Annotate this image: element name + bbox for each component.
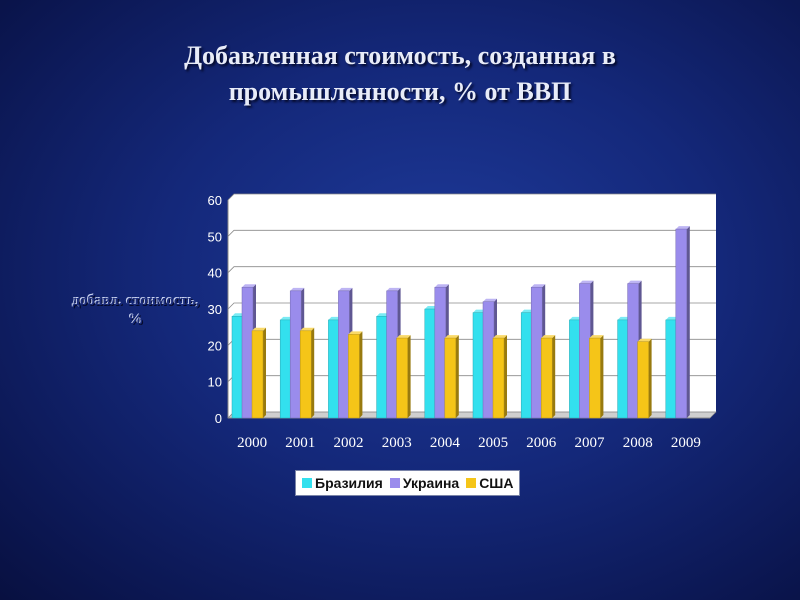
x-tick-label-2000: 2000 xyxy=(237,435,267,451)
x-tick-label-2006: 2006 xyxy=(526,435,557,451)
legend-item-usa: США xyxy=(466,475,513,491)
x-tick-label-2007: 2007 xyxy=(575,435,606,451)
x-tick-label-2009: 2009 xyxy=(671,435,701,451)
bar-top-ukraine-2006 xyxy=(531,284,546,288)
y-tick-label: 30 xyxy=(208,302,222,317)
bar-brazil-2008 xyxy=(617,319,629,419)
x-tick-label-2005: 2005 xyxy=(478,435,508,451)
bar-side-usa-2004 xyxy=(455,335,459,418)
bar-top-usa-2006 xyxy=(541,335,556,339)
bar-top-ukraine-2009 xyxy=(675,226,690,230)
x-tick-label-2004: 2004 xyxy=(430,435,461,451)
legend-swatch-ukraine xyxy=(389,478,400,488)
y-tick-label: 20 xyxy=(208,338,222,353)
bar-ukraine-2004 xyxy=(434,286,447,419)
bar-ukraine-2007 xyxy=(579,283,591,419)
y-axis-label: добавл. стоимость, % xyxy=(72,293,200,328)
y-tick-label: 50 xyxy=(208,229,222,244)
bar-brazil-2000 xyxy=(231,316,244,419)
gridline xyxy=(227,302,716,310)
legend-item-brazil: Бразилия xyxy=(302,475,383,491)
y-tick-label: 40 xyxy=(208,266,222,281)
bar-ukraine-2008 xyxy=(627,283,639,419)
legend-label-ukraine: Украина xyxy=(402,475,460,491)
bar-usa-2002 xyxy=(348,334,360,419)
bar-brazil-2001 xyxy=(279,319,292,419)
bar-ukraine-2001 xyxy=(289,290,302,419)
bar-side-usa-2001 xyxy=(311,327,315,418)
bar-brazil-2004 xyxy=(424,308,437,419)
bar-side-usa-2002 xyxy=(359,331,363,418)
x-tick-label-2003: 2003 xyxy=(382,435,412,451)
slide-title: Добавленная стоимость, созданная в промы… xyxy=(184,41,616,106)
bar-top-usa-2000 xyxy=(252,327,266,331)
bar-top-ukraine-2008 xyxy=(627,280,642,284)
y-tick-label: 10 xyxy=(208,375,222,390)
bar-top-usa-2001 xyxy=(300,327,315,331)
bar-top-ukraine-2000 xyxy=(242,284,256,288)
bar-top-ukraine-2007 xyxy=(579,280,594,284)
bar-top-usa-2007 xyxy=(589,335,604,339)
bar-brazil-2005 xyxy=(472,312,485,419)
bar-top-ukraine-2001 xyxy=(290,287,305,291)
gridline xyxy=(227,266,716,273)
bar-side-usa-2003 xyxy=(407,335,411,418)
legend-swatch-usa xyxy=(466,478,477,488)
bar-usa-2008 xyxy=(637,341,649,419)
x-tick-label-2002: 2002 xyxy=(334,435,364,451)
legend-item-ukraine: Украина xyxy=(389,475,460,491)
bar-top-usa-2002 xyxy=(348,331,363,335)
bar-top-ukraine-2002 xyxy=(338,287,353,291)
legend-swatch-brazil xyxy=(302,478,312,488)
bar-brazil-2002 xyxy=(328,319,340,419)
bar-ukraine-2009 xyxy=(675,228,688,419)
bar-ukraine-2006 xyxy=(530,286,543,419)
bar-side-usa-2005 xyxy=(504,335,507,418)
bar-usa-2003 xyxy=(396,337,408,419)
bar-top-usa-2008 xyxy=(637,338,652,342)
bar-brazil-2003 xyxy=(376,316,388,419)
bar-brazil-2007 xyxy=(569,319,581,419)
bar-top-usa-2003 xyxy=(396,335,411,339)
bar-ukraine-2003 xyxy=(386,290,398,419)
legend-label-usa: США xyxy=(479,475,514,491)
bar-brazil-2009 xyxy=(665,319,678,419)
x-tick-label-2008: 2008 xyxy=(623,435,653,451)
bar-side-usa-2006 xyxy=(552,335,556,418)
bar-side-usa-2000 xyxy=(263,327,266,418)
bar-top-usa-2004 xyxy=(444,335,459,339)
bar-side-usa-2007 xyxy=(600,335,604,418)
bar-usa-2005 xyxy=(492,337,505,419)
bar-top-usa-2005 xyxy=(493,335,507,339)
bar-side-ukraine-2009 xyxy=(686,226,690,418)
bar-ukraine-2005 xyxy=(482,301,495,419)
chart-legend: Бразилия Украина США xyxy=(295,470,521,496)
bar-top-ukraine-2004 xyxy=(434,284,449,288)
bar-usa-2007 xyxy=(589,337,601,419)
bar-ukraine-2000 xyxy=(241,286,254,419)
x-tick-label-2001: 2001 xyxy=(285,435,315,451)
bar-ukraine-2002 xyxy=(338,290,350,419)
bar-usa-2001 xyxy=(299,330,312,419)
bar-usa-2000 xyxy=(251,330,264,419)
legend-label-brazil: Бразилия xyxy=(315,475,383,491)
bar-usa-2004 xyxy=(444,337,457,419)
bar-brazil-2006 xyxy=(520,312,533,419)
bar-usa-2006 xyxy=(540,337,553,419)
bar-top-ukraine-2003 xyxy=(386,287,401,291)
y-tick-label: 60 xyxy=(208,193,222,208)
gridline xyxy=(227,229,716,237)
bar-side-usa-2008 xyxy=(648,338,652,418)
bar-top-ukraine-2005 xyxy=(483,298,497,302)
y-tick-label: 0 xyxy=(215,411,222,426)
gridline xyxy=(227,193,716,201)
